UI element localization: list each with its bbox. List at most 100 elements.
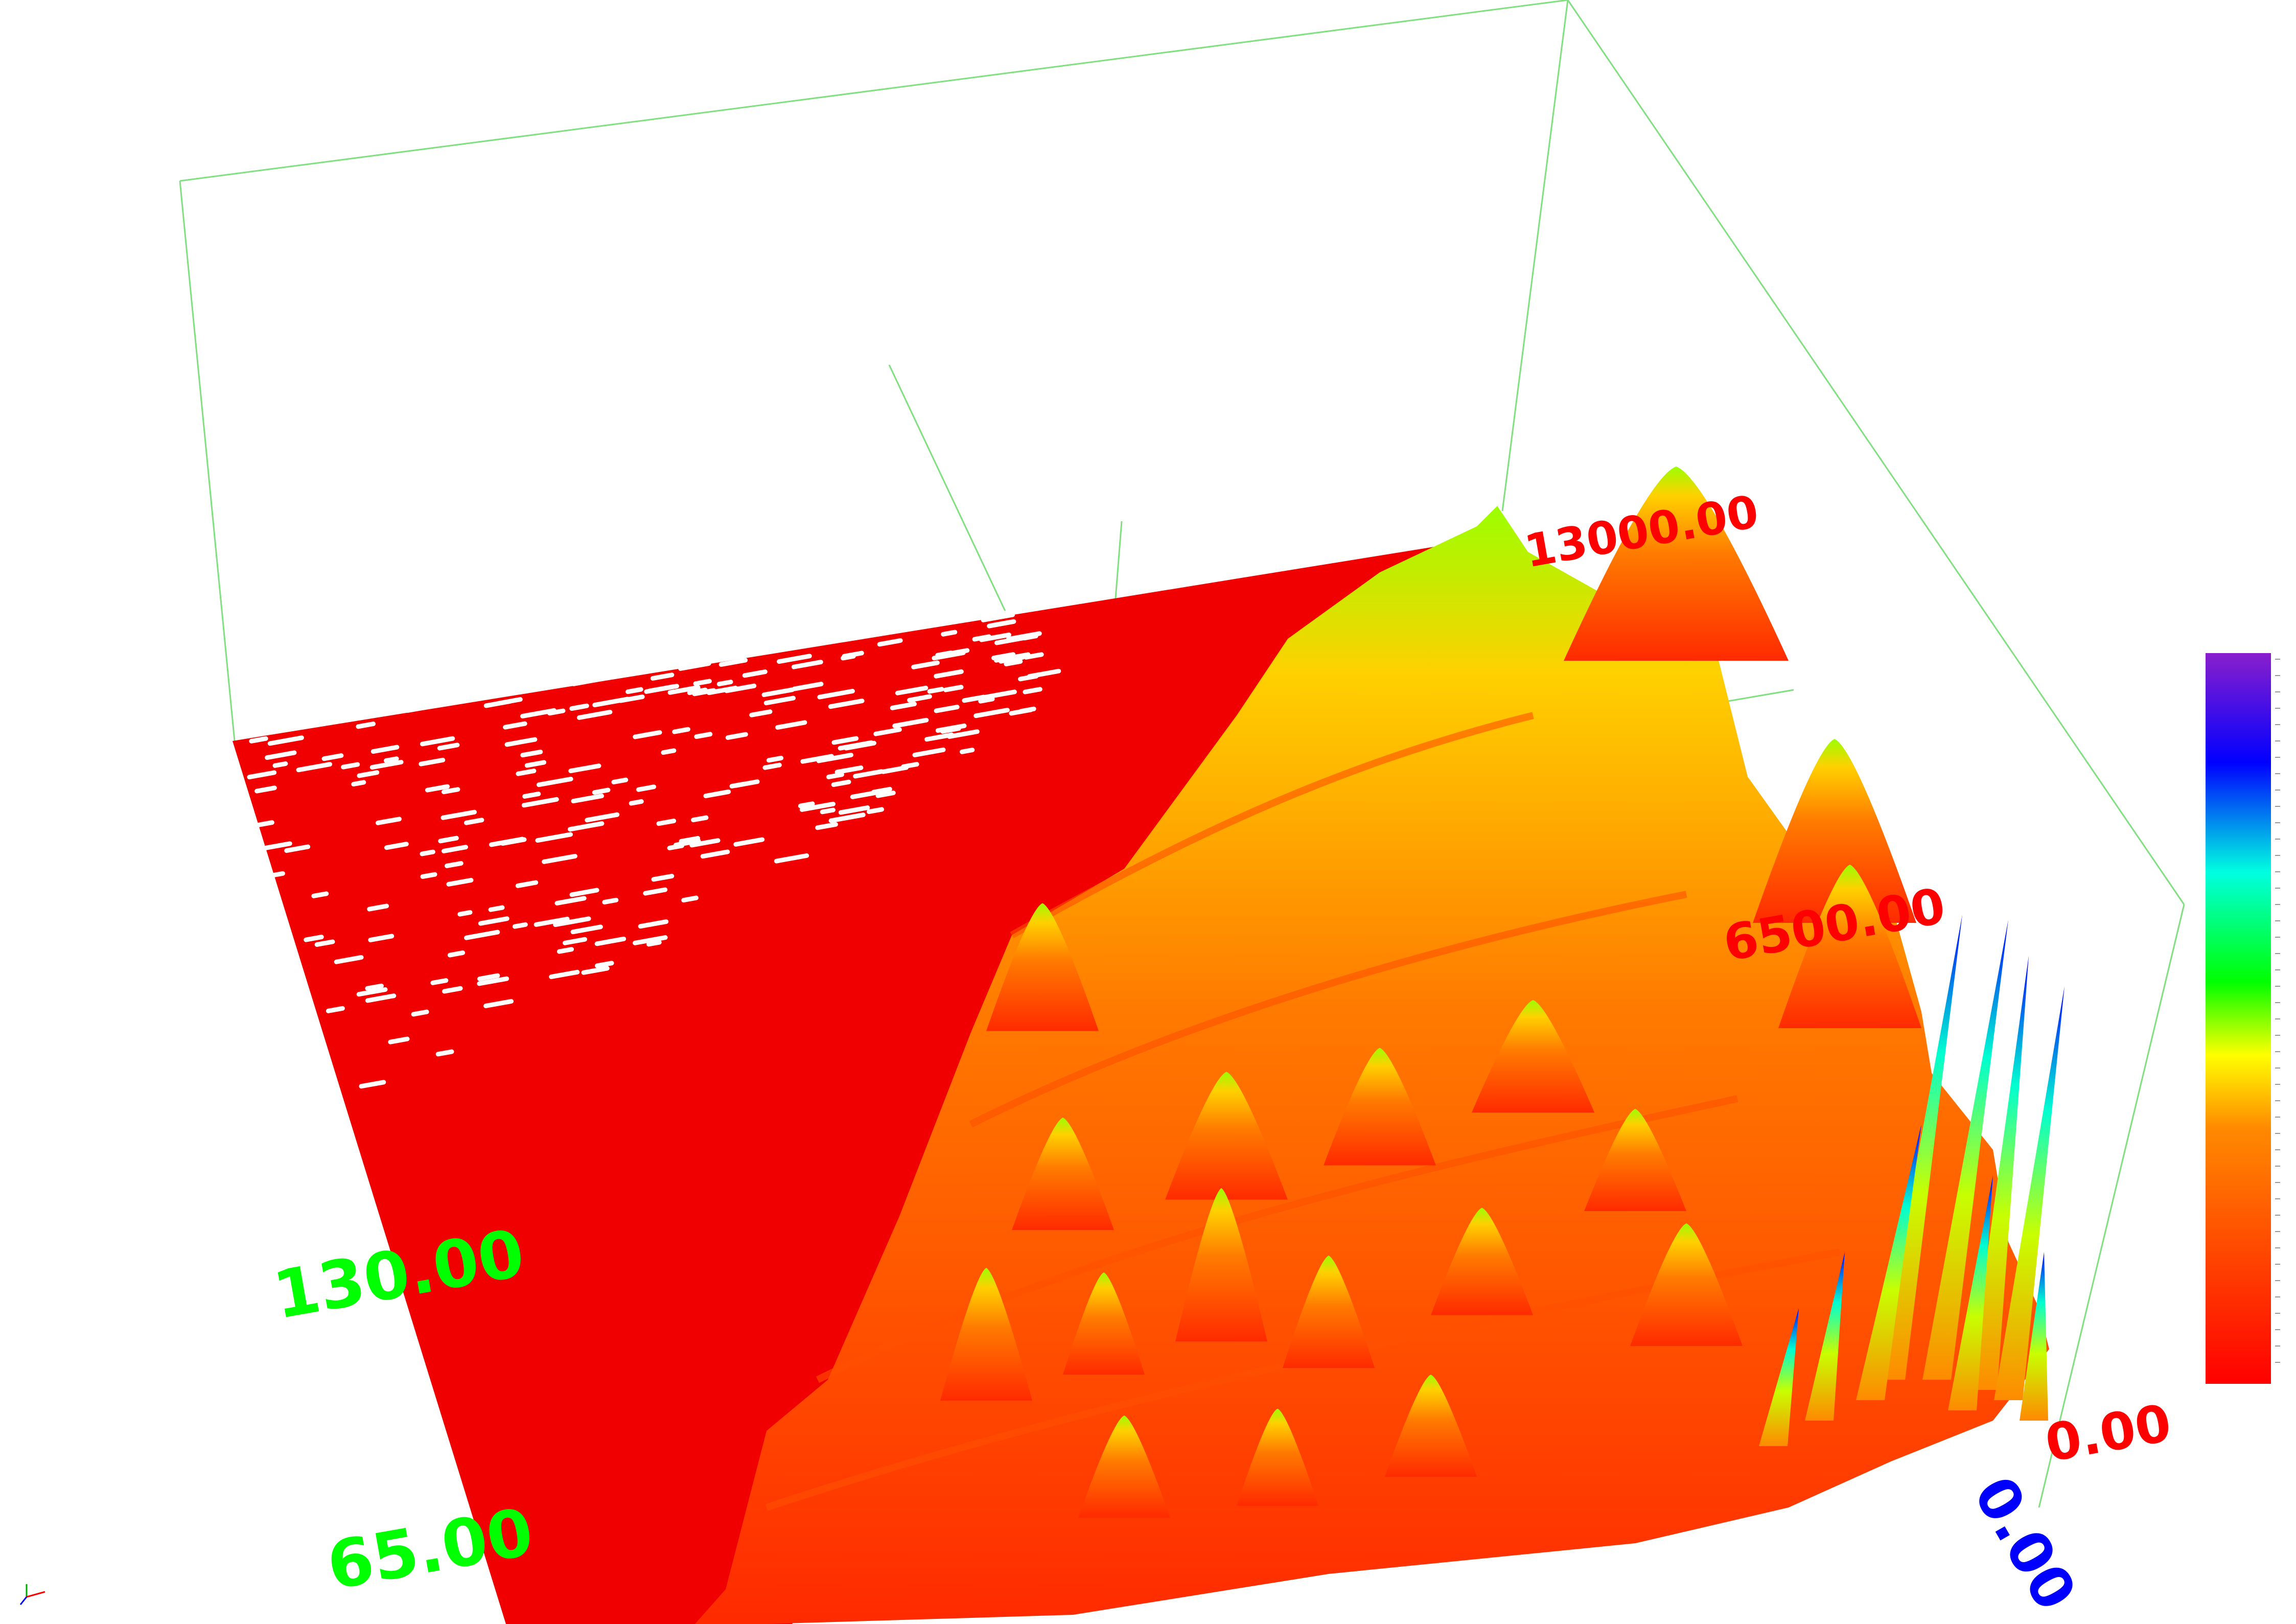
floor-gap <box>359 1080 386 1089</box>
floor-gap <box>365 993 397 1003</box>
floor-gap <box>799 801 836 812</box>
floor-gap <box>520 749 543 758</box>
colorbar <box>2206 653 2271 1384</box>
floor-gap <box>890 702 917 710</box>
floor-gap <box>959 748 975 754</box>
floor-gap <box>367 903 389 912</box>
floor-gap <box>351 780 366 787</box>
floor-gap <box>388 1036 410 1045</box>
surface-peak <box>1564 467 1789 661</box>
floor-gap <box>689 838 721 848</box>
floor-gap <box>866 807 885 814</box>
floor-gap <box>912 747 946 757</box>
floor-gap <box>284 844 311 853</box>
floor-gap <box>554 896 587 906</box>
floor-gap <box>1018 674 1039 682</box>
floor-gap <box>280 1018 300 1026</box>
floor-gap <box>419 757 446 767</box>
floor-gap <box>973 708 1010 718</box>
floor-gap <box>950 648 970 656</box>
floor-gap <box>262 937 284 945</box>
floor-gap <box>873 727 902 736</box>
floor-gap <box>907 694 932 703</box>
floor-gap <box>594 936 627 946</box>
floor-gap <box>522 792 541 799</box>
floor-gap <box>420 849 435 856</box>
floor-gap <box>733 779 760 788</box>
floor-gap <box>425 784 450 793</box>
floor-gap <box>871 786 892 795</box>
floor-gap <box>570 924 603 935</box>
floor-gap <box>940 726 961 734</box>
floor-gap <box>488 905 505 912</box>
floor-gap <box>820 807 836 815</box>
surface-peak <box>940 1268 1032 1401</box>
floor-gap <box>791 660 823 669</box>
floor-gap <box>463 818 484 825</box>
surface-peak <box>1165 1072 1288 1200</box>
floor-gap <box>464 930 500 940</box>
colorbar-ticks <box>2275 659 2280 1363</box>
floor-gap <box>245 820 274 829</box>
floor-gap <box>826 772 844 779</box>
floor-gap <box>618 694 645 703</box>
surface-spike <box>1856 1124 1921 1400</box>
floor-gap <box>477 976 509 986</box>
floor-gap <box>257 841 292 851</box>
surface-peak <box>1175 1188 1267 1341</box>
floor-gap <box>384 842 409 850</box>
floor-gap <box>321 753 344 761</box>
floor-gap <box>265 750 297 760</box>
floor-gap <box>535 832 573 843</box>
floor-gap <box>650 672 675 681</box>
floor-gap <box>681 895 699 903</box>
floor-gap <box>979 632 1011 642</box>
floor-gap <box>516 769 537 776</box>
floor-gap <box>774 853 809 864</box>
floor-gap <box>304 935 324 942</box>
floor-gap <box>880 765 909 774</box>
floor-gap <box>356 722 376 729</box>
surface-spike <box>1994 986 2065 1400</box>
floor-gap <box>815 822 838 830</box>
floor-gap <box>947 729 980 739</box>
floor-gap <box>1023 687 1042 694</box>
floor-gap <box>999 655 1025 664</box>
floor-gap <box>838 805 870 815</box>
floor-gap <box>547 708 566 716</box>
floor-gap <box>828 813 866 823</box>
floor-gap <box>934 705 960 713</box>
floor-gap <box>563 937 588 945</box>
floor-gap <box>672 727 690 734</box>
floor-gap <box>1006 631 1042 642</box>
floor-gap <box>841 654 856 661</box>
floor-gap <box>504 737 538 747</box>
floor-gap <box>244 873 267 881</box>
surface-peak <box>986 903 1099 1031</box>
floor-gap <box>438 836 459 844</box>
surface-peak <box>1012 1118 1114 1230</box>
floor-gap <box>831 779 851 787</box>
floor-gap <box>489 837 525 847</box>
floor-gap <box>749 709 773 717</box>
surface-spike <box>2020 1252 2048 1421</box>
floor-gap <box>761 687 795 698</box>
floor-gap <box>483 999 514 1008</box>
floor-gap <box>643 887 668 896</box>
surface-peak <box>1778 865 1921 1028</box>
floor-gap <box>892 717 929 728</box>
floor-gap <box>569 703 589 711</box>
floor-gap <box>309 1074 326 1081</box>
floor-gap <box>245 1111 283 1122</box>
floor-gap <box>895 685 929 695</box>
floor-gap <box>515 880 539 888</box>
floor-gap <box>661 748 677 755</box>
floor-gap <box>980 689 1017 700</box>
floor-gap <box>679 836 701 844</box>
floor-gap <box>341 762 360 770</box>
floor-gap <box>646 940 662 947</box>
floor-gap <box>834 765 864 775</box>
floor-gap <box>777 654 812 664</box>
floor-gap <box>252 990 286 1001</box>
